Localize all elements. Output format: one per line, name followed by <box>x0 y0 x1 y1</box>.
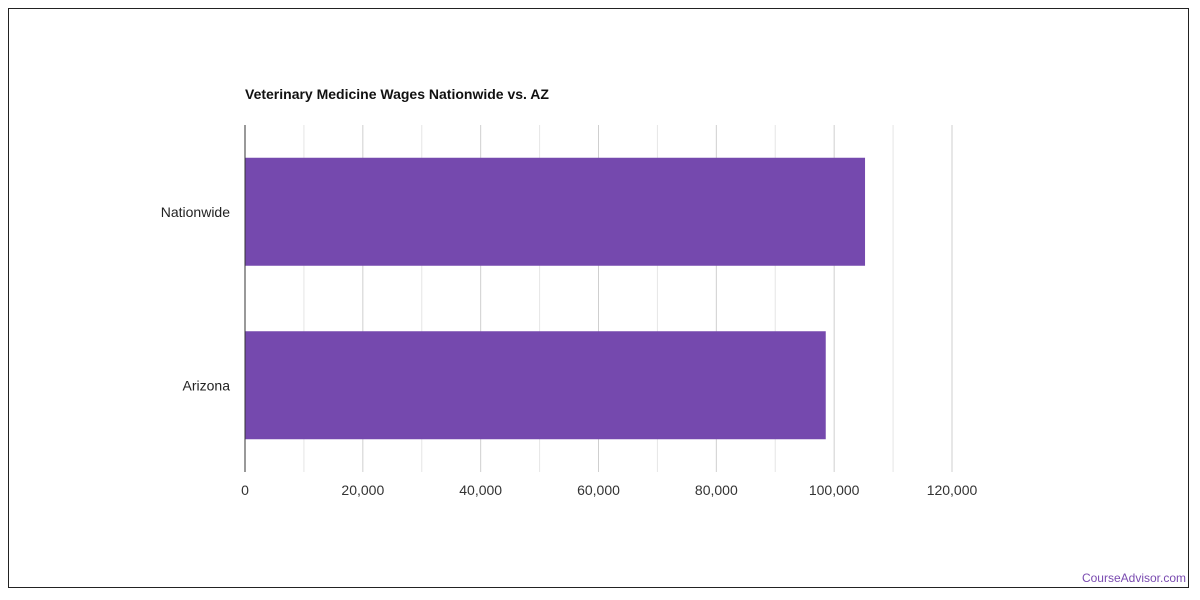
bars <box>245 157 866 440</box>
x-tick-label: 40,000 <box>459 482 502 498</box>
bar-nationwide[interactable] <box>245 157 866 266</box>
x-tick-label: 100,000 <box>809 482 860 498</box>
category-labels: Nationwide Arizona <box>161 204 230 394</box>
x-tick-label: 0 <box>241 482 249 498</box>
x-tick-label: 80,000 <box>695 482 738 498</box>
x-tick-labels: 0 20,000 40,000 60,000 80,000 100,000 120,000 <box>241 482 977 498</box>
bar-arizona[interactable] <box>245 331 826 440</box>
category-label-nationwide: Nationwide <box>161 204 230 220</box>
x-tick-label: 120,000 <box>927 482 978 498</box>
x-tick-label: 20,000 <box>341 482 384 498</box>
category-label-arizona: Arizona <box>183 377 231 393</box>
source-watermark[interactable]: CourseAdvisor.com <box>1081 571 1186 585</box>
x-tick-label: 60,000 <box>577 482 620 498</box>
chart-title: Veterinary Medicine Wages Nationwide vs.… <box>245 86 549 102</box>
